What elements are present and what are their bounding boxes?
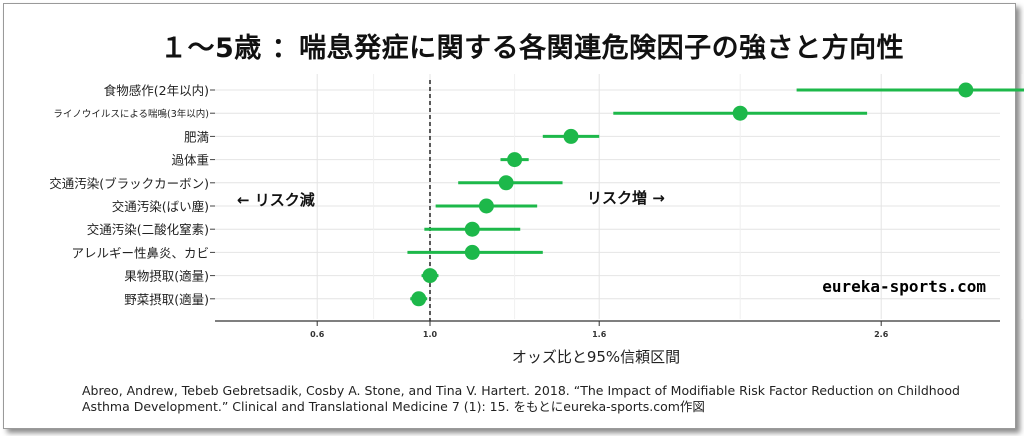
x-tick-label: 1.6 [592, 330, 607, 339]
y-label: 交通汚染(ブラックカーボン) [49, 176, 209, 191]
y-label: 野菜摂取(適量) [124, 292, 209, 307]
or-point [478, 198, 494, 214]
y-label: 食物感作(2年以内) [104, 83, 209, 98]
or-point [464, 221, 480, 237]
or-point [411, 291, 427, 307]
y-axis-labels: 食物感作(2年以内) ライノウイルスによる喘鳴(3年以内) 肥満過体重交通汚染(ブラ… [49, 83, 215, 307]
watermark: eureka-sports.com [822, 277, 986, 296]
or-point [958, 82, 974, 98]
x-tick-label: 0.6 [310, 330, 325, 339]
y-label: 果物摂取(適量) [124, 269, 209, 284]
x-tick-label: 1.0 [423, 330, 438, 339]
y-label: アレルギー性鼻炎、カビ [71, 245, 209, 260]
risk-increase-label: リスク増 → [587, 189, 665, 207]
x-axis-title: オッズ比と95%信頼区間 [512, 348, 680, 366]
y-label: ライノウイルスによる喘鳴(3年以内) [53, 108, 209, 120]
y-label: 交通汚染(二酸化窒素) [87, 222, 209, 237]
or-point [422, 268, 438, 284]
or-point [498, 175, 514, 191]
x-tick-label: 2.6 [874, 330, 889, 339]
or-point [464, 244, 480, 260]
figure-frame [3, 3, 1016, 429]
x-axis: 0.61.01.62.63.64.6 [215, 320, 1000, 339]
citation: Abreo, Andrew, Tebeb Gebretsadik, Cosby … [82, 383, 960, 414]
y-label: 過体重 [171, 153, 209, 168]
y-label: 肥満 [184, 129, 209, 144]
grid [215, 74, 1023, 319]
or-point [563, 128, 579, 144]
or-point [507, 152, 523, 168]
chart-title: １〜5歳 ：喘息発症に関する各関連危険因子の強さと方向性 [160, 33, 905, 64]
or-point [732, 105, 748, 121]
risk-decrease-label: ← リスク減 [237, 191, 315, 209]
y-label: 交通汚染(ばい塵) [112, 199, 209, 214]
data-marks [407, 82, 1024, 307]
